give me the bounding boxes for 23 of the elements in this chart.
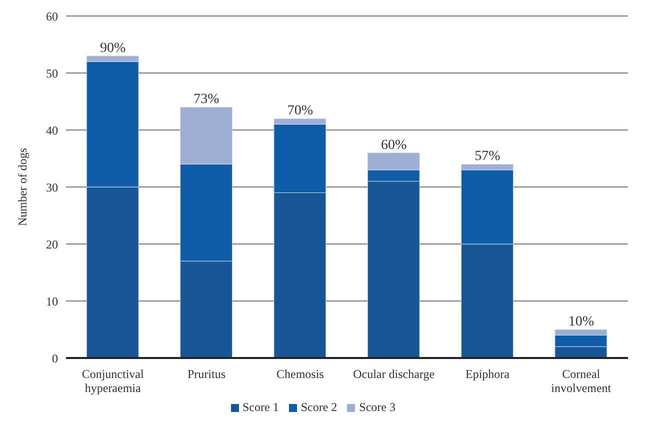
x-tick-label: Conjunctival hyperaemia: [82, 367, 144, 395]
annotation: 73%: [194, 92, 220, 108]
y-tick-label: 40: [46, 123, 58, 138]
x-tick-label: Epiphora: [466, 367, 510, 381]
y-tick-label: 50: [46, 66, 58, 80]
annotation: 90%: [100, 40, 126, 56]
legend-label: Score 3: [359, 400, 396, 414]
annotation: 70%: [287, 104, 314, 119]
y-tick-label: 0: [52, 351, 58, 366]
y-tick-label: 60: [46, 9, 58, 24]
y-axis-title: Number of dogs: [15, 148, 30, 226]
x-tick-label: Chemosis: [276, 367, 324, 381]
y-tick-label: 10: [46, 294, 58, 308]
y-tick-label: 20: [46, 237, 58, 252]
x-tick-label: Pruritus: [187, 367, 226, 381]
x-tick-label: Corneal involvement: [551, 367, 612, 395]
annotation: 57%: [474, 149, 501, 164]
y-tick-label: 30: [46, 180, 58, 194]
annotation: 10%: [568, 314, 594, 330]
annotation: 60%: [380, 138, 407, 153]
legend-label: Score 2: [300, 400, 338, 414]
x-tick-label: Ocular discharge: [353, 367, 435, 381]
legend-label: Score 1: [242, 400, 279, 414]
